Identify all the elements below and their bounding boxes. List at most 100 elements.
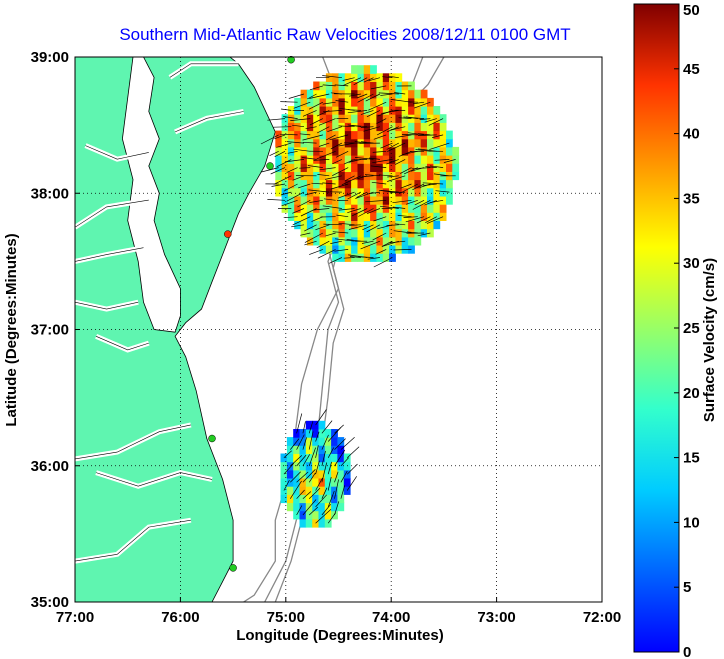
colorbar-tick-label: 50	[683, 2, 700, 19]
velocity-cell	[344, 122, 352, 132]
velocity-cell	[286, 478, 294, 487]
velocity-cell	[395, 130, 403, 140]
velocity-vector	[378, 92, 399, 95]
velocity-cell	[363, 114, 371, 123]
velocity-cell	[370, 65, 377, 74]
velocity-cell	[300, 114, 308, 123]
velocity-vector	[358, 256, 374, 258]
velocity-cell	[313, 212, 320, 221]
velocity-vector	[322, 182, 336, 185]
velocity-cell	[325, 196, 333, 205]
velocity-vector	[362, 224, 374, 231]
velocity-vector	[347, 109, 361, 111]
x-tick-label: 77:00	[56, 609, 94, 626]
velocity-cell	[395, 245, 403, 254]
velocity-cell	[286, 437, 294, 446]
velocity-cell	[363, 106, 371, 115]
velocity-cell	[287, 163, 295, 172]
velocity-cell	[370, 106, 377, 115]
velocity-cell	[439, 204, 447, 213]
velocity-cell	[357, 228, 365, 238]
velocity-cell	[331, 494, 338, 504]
velocity-cell	[382, 106, 390, 115]
velocity-cell	[351, 228, 358, 238]
river-outline	[75, 199, 149, 228]
velocity-vector	[296, 454, 307, 467]
velocity-cell	[452, 163, 460, 172]
velocity-cell	[325, 97, 333, 107]
velocity-cell	[324, 429, 332, 438]
velocity-vector	[360, 126, 374, 128]
velocity-vector	[304, 232, 324, 243]
velocity-cell	[389, 146, 396, 156]
velocity-cell	[427, 122, 434, 132]
velocity-cell	[389, 163, 396, 172]
velocity-cell	[408, 89, 415, 99]
velocity-cell	[280, 453, 288, 463]
velocity-cell	[446, 187, 453, 197]
velocity-cell	[294, 179, 301, 189]
velocity-vector	[311, 182, 323, 185]
velocity-vector	[315, 445, 319, 458]
velocity-vector	[354, 157, 374, 160]
velocity-vector	[376, 126, 393, 136]
velocity-cell	[306, 106, 314, 115]
velocity-vector	[276, 142, 292, 148]
velocity-vector	[292, 208, 305, 214]
velocity-vector	[309, 93, 330, 99]
velocity-vector	[372, 232, 387, 241]
velocity-cell	[382, 89, 390, 99]
velocity-vector	[302, 421, 306, 434]
velocity-vector	[353, 77, 368, 86]
velocity-vector	[260, 134, 279, 145]
velocity-vector	[378, 174, 393, 177]
velocity-cell	[357, 65, 365, 74]
velocity-cell	[389, 97, 396, 107]
velocity-vector	[392, 206, 406, 209]
velocity-vector	[380, 189, 399, 193]
velocity-cell	[370, 130, 377, 140]
velocity-vector	[373, 134, 387, 140]
velocity-cell	[338, 146, 346, 156]
velocity-cell	[300, 204, 308, 213]
velocity-cell	[286, 486, 294, 495]
velocity-vector	[354, 141, 368, 144]
velocity-cell	[294, 155, 301, 164]
velocity-cell	[344, 220, 352, 230]
velocity-cell	[414, 97, 422, 107]
velocity-vector	[416, 216, 431, 224]
velocity-vector	[388, 75, 399, 79]
velocity-cell	[343, 478, 351, 487]
velocity-cell	[318, 445, 326, 454]
velocity-cell	[337, 486, 345, 495]
velocity-cell	[299, 486, 307, 495]
river-outline	[174, 111, 244, 133]
velocity-cell	[300, 106, 308, 115]
velocity-cell	[427, 114, 434, 123]
velocity-cell	[331, 461, 338, 471]
velocity-cell	[300, 97, 308, 107]
velocity-cell	[382, 171, 390, 181]
velocity-cell	[324, 518, 332, 528]
velocity-cell	[332, 171, 339, 181]
velocity-vector	[392, 199, 412, 204]
y-tick-label: 35:00	[31, 594, 69, 611]
velocity-cell	[299, 494, 307, 504]
velocity-vector	[279, 133, 298, 136]
velocity-cell	[351, 245, 358, 254]
velocity-vector	[327, 476, 332, 491]
velocity-vector	[271, 183, 286, 187]
velocity-vector	[349, 224, 361, 226]
velocity-cell	[427, 187, 434, 197]
velocity-cell	[306, 204, 314, 213]
velocity-cell	[332, 106, 339, 115]
velocity-vector	[357, 93, 374, 103]
velocity-vector	[283, 116, 298, 119]
y-axis-label: Latitude (Degrees:Minutes)	[3, 233, 20, 426]
velocity-vector	[340, 457, 349, 467]
velocity-cell	[338, 163, 346, 172]
velocity-cell	[420, 122, 428, 132]
velocity-cell	[318, 478, 326, 487]
velocity-cell	[401, 97, 409, 107]
velocity-cell	[305, 437, 313, 446]
